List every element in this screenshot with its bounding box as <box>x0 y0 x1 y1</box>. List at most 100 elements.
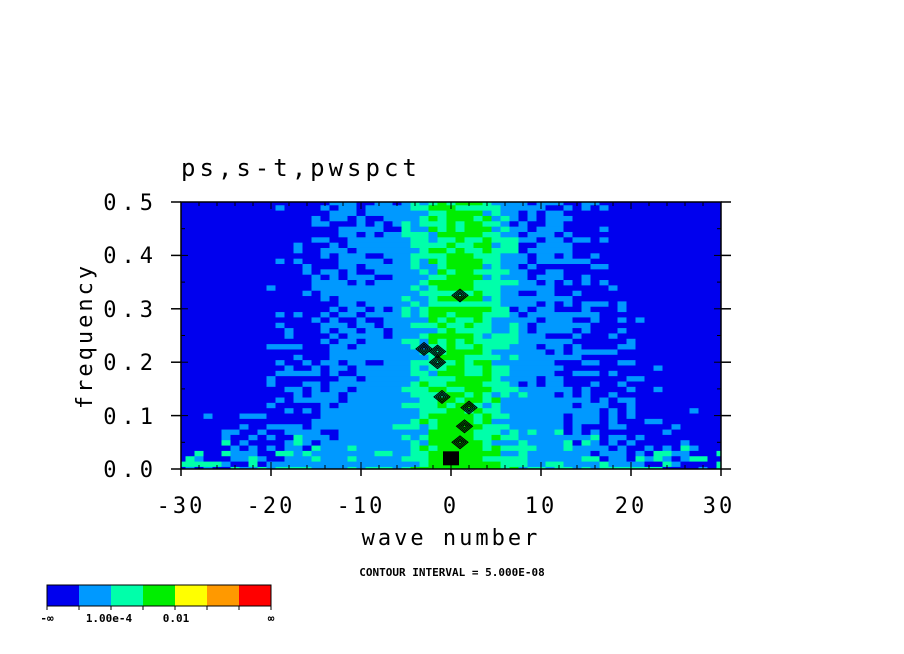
heatmap-cell <box>203 370 214 377</box>
heatmap-cell <box>689 455 700 462</box>
heatmap-cell <box>203 300 214 307</box>
heatmap-cell <box>365 247 376 254</box>
heatmap-cell <box>536 311 547 318</box>
heatmap-cell <box>707 252 718 259</box>
heatmap-cell <box>194 263 205 270</box>
heatmap-cell <box>347 418 358 425</box>
heatmap-cell <box>181 236 187 243</box>
heatmap-cell <box>653 284 664 291</box>
heatmap-cell <box>248 327 259 334</box>
heatmap-cell <box>185 316 196 323</box>
heatmap-cell <box>275 450 286 457</box>
heatmap-cell <box>383 268 394 275</box>
heatmap-cell <box>599 236 610 243</box>
heatmap-cell <box>482 370 493 377</box>
heatmap-cell <box>563 428 574 435</box>
heatmap-cell <box>194 220 205 227</box>
heatmap-cell <box>518 290 529 297</box>
heatmap-cell <box>545 391 556 398</box>
heatmap-cell <box>212 412 223 419</box>
heatmap-cell <box>185 396 196 403</box>
heatmap-cell <box>473 428 484 435</box>
heatmap-cell <box>590 252 601 259</box>
heatmap-cell <box>608 332 619 339</box>
heatmap-cell <box>707 450 718 457</box>
heatmap-cell <box>599 300 610 307</box>
heatmap-cell <box>185 236 196 243</box>
heatmap-cell <box>509 386 520 393</box>
heatmap-cell <box>554 247 565 254</box>
heatmap-cell <box>536 236 547 243</box>
heatmap-cell <box>590 274 601 281</box>
heatmap-cell <box>275 263 286 270</box>
heatmap-cell <box>464 268 475 275</box>
heatmap-cell <box>374 450 385 457</box>
heatmap-cell <box>680 444 691 451</box>
heatmap-cell <box>374 434 385 441</box>
heatmap-cell <box>689 386 700 393</box>
heatmap-cell <box>644 386 655 393</box>
heatmap-cell <box>185 220 196 227</box>
heatmap-cell <box>707 439 718 446</box>
heatmap-cell <box>302 434 313 441</box>
heatmap-cell <box>311 423 322 430</box>
heatmap-cell <box>221 247 232 254</box>
heatmap-cell <box>527 311 538 318</box>
heatmap-cell <box>311 204 322 211</box>
heatmap-cell <box>473 338 484 345</box>
heatmap-cell <box>212 300 223 307</box>
heatmap-cell <box>320 359 331 366</box>
heatmap-cell <box>428 295 439 302</box>
heatmap-cell <box>437 444 448 451</box>
heatmap-cell <box>653 263 664 270</box>
heatmap-cell <box>230 386 241 393</box>
heatmap-cell <box>608 428 619 435</box>
heatmap-cell <box>707 327 718 334</box>
heatmap-cell <box>509 247 520 254</box>
heatmap-cell <box>302 359 313 366</box>
heatmap-cell <box>383 343 394 350</box>
heatmap-cell <box>338 359 349 366</box>
heatmap-cell <box>401 284 412 291</box>
heatmap-cell <box>455 322 466 329</box>
heatmap-cell <box>311 455 322 462</box>
heatmap-cell <box>356 418 367 425</box>
heatmap-cell <box>716 364 721 371</box>
heatmap-cell <box>563 380 574 387</box>
heatmap-cell <box>473 396 484 403</box>
heatmap-cell <box>689 396 700 403</box>
heatmap-cell <box>653 295 664 302</box>
heatmap-cell <box>509 300 520 307</box>
heatmap-cell <box>671 311 682 318</box>
heatmap-cell <box>563 322 574 329</box>
heatmap-cell <box>518 258 529 265</box>
heatmap-cell <box>284 455 295 462</box>
heatmap-cell <box>428 418 439 425</box>
heatmap-cell <box>500 391 511 398</box>
heatmap-cell <box>428 423 439 430</box>
heatmap-cell <box>419 460 430 467</box>
heatmap-cell <box>689 274 700 281</box>
heatmap-cell <box>662 455 673 462</box>
heatmap-cell <box>284 204 295 211</box>
heatmap-cell <box>662 364 673 371</box>
heatmap-cell <box>626 284 637 291</box>
heatmap-cell <box>662 402 673 409</box>
heatmap-cell <box>716 300 721 307</box>
heatmap-cell <box>266 252 277 259</box>
heatmap-cell <box>581 439 592 446</box>
heatmap-cell <box>302 215 313 222</box>
heatmap-cell <box>428 311 439 318</box>
heatmap-cell <box>248 460 259 467</box>
heatmap-cell <box>365 375 376 382</box>
heatmap-cell <box>491 268 502 275</box>
heatmap-cell <box>347 450 358 457</box>
heatmap-cell <box>401 444 412 451</box>
heatmap-cell <box>563 354 574 361</box>
heatmap-cell <box>482 428 493 435</box>
heatmap-cell <box>212 268 223 275</box>
heatmap-cell <box>374 311 385 318</box>
heatmap-cell <box>239 226 250 232</box>
heatmap-cell <box>716 311 721 318</box>
heatmap-cell <box>707 338 718 345</box>
